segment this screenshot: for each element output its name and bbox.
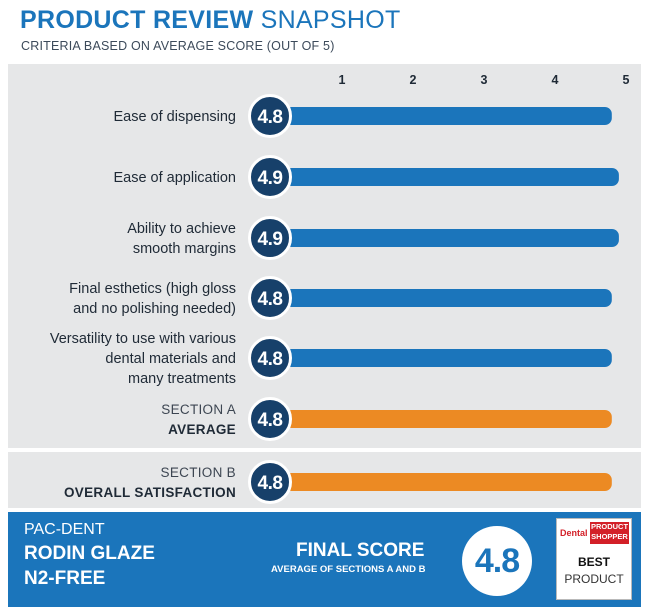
score-badge (248, 155, 292, 199)
logo-product: PRODUCT (564, 572, 624, 586)
score-badge (248, 216, 292, 260)
score-badge (248, 276, 292, 320)
category-label: Final esthetics (high gloss (69, 281, 236, 297)
category-label: SECTION B (161, 465, 236, 480)
x-tick-label: 4 (552, 73, 559, 87)
x-tick-label: 5 (623, 73, 630, 87)
logo-brand-box-line1: PRODUCT (590, 522, 629, 531)
category-label: and no polishing needed) (73, 301, 236, 317)
logo-brand-box-line2: SHOPPER (591, 532, 628, 541)
category-label: OVERALL SATISFACTION (64, 485, 236, 500)
category-label: smooth margins (133, 241, 236, 257)
data-label: 4.9 (258, 229, 283, 250)
category-label: Ease of application (113, 170, 236, 186)
logo-brand-box: PRODUCT SHOPPER (590, 522, 629, 544)
category-label: dental materials and (105, 351, 236, 367)
bar (270, 229, 619, 247)
x-tick-label: 2 (410, 73, 417, 87)
data-label: 4.8 (258, 349, 283, 370)
best-product-logo: Dental PRODUCT SHOPPER BEST PRODUCT (556, 518, 632, 600)
page-subtitle: CRITERIA BASED ON AVERAGE SCORE (OUT OF … (21, 39, 335, 53)
bar (270, 168, 619, 186)
category-label: Ability to achieve (127, 221, 236, 237)
data-label: 4.9 (258, 168, 283, 189)
product-name-line2: N2-FREE (24, 568, 106, 589)
data-label: 4.8 (258, 473, 283, 494)
bar (270, 410, 612, 428)
data-label: 4.8 (258, 410, 283, 431)
score-badge (248, 94, 292, 138)
bar (270, 289, 612, 307)
score-badge (248, 397, 292, 441)
page-title: PRODUCT REVIEW SNAPSHOT (20, 6, 401, 35)
review-bar-chart: 1 2 3 4 5 Ease of dispensing 4.8 Ease of applic… (50, 73, 630, 504)
bar (270, 473, 612, 491)
product-name-line1: RODIN GLAZE (24, 543, 155, 564)
final-score-panel (8, 512, 641, 607)
bar (270, 107, 612, 125)
data-label: 4.8 (258, 107, 283, 128)
section-a-panel (8, 64, 641, 448)
score-badge (248, 336, 292, 380)
category-label: SECTION A (161, 402, 236, 417)
logo-brand-left: Dental (560, 528, 588, 538)
x-tick-label: 1 (339, 73, 346, 87)
category-label: AVERAGE (168, 422, 236, 437)
final-score-sublabel: AVERAGE OF SECTIONS A AND B (271, 564, 426, 575)
final-score-value: 4.8 (474, 541, 520, 580)
maker-name: PAC-DENT (24, 521, 105, 538)
final-score-badge: 4.8 (462, 526, 532, 596)
title-bold: PRODUCT REVIEW (20, 6, 254, 34)
bar (270, 349, 612, 367)
score-badge (248, 460, 292, 504)
category-label: Ease of dispensing (113, 109, 236, 125)
title-light: SNAPSHOT (260, 6, 401, 34)
category-label: many treatments (128, 371, 236, 387)
data-label: 4.8 (258, 289, 283, 310)
final-score-label: FINAL SCORE (296, 540, 425, 561)
x-tick-label: 3 (481, 73, 488, 87)
logo-best: BEST (577, 555, 610, 569)
category-label: Versatility to use with various (50, 331, 236, 347)
